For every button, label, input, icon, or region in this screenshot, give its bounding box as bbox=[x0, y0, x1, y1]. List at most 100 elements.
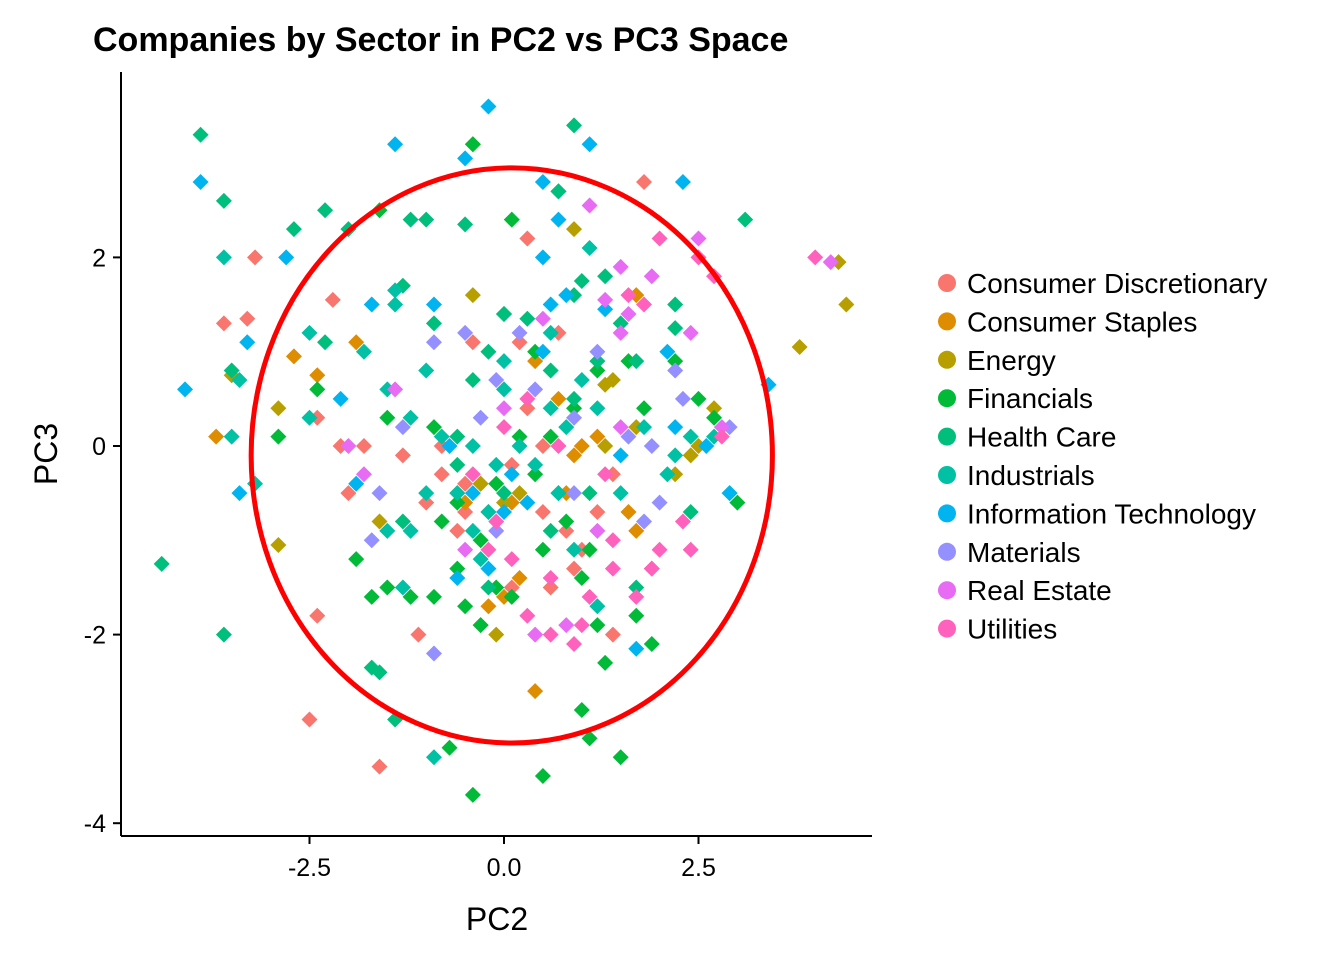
point-consumer-discretionary-11 bbox=[464, 334, 481, 351]
point-financials-2 bbox=[379, 579, 396, 596]
point-health-care-35 bbox=[542, 522, 559, 539]
point-utilities-17 bbox=[480, 541, 497, 558]
point-health-care-6 bbox=[566, 117, 583, 134]
point-materials-0 bbox=[425, 645, 442, 662]
point-consumer-staples-17 bbox=[620, 504, 637, 521]
point-consumer-discretionary-22 bbox=[301, 711, 318, 728]
y-tick-label: 2 bbox=[92, 244, 106, 272]
point-industrials-1 bbox=[223, 428, 240, 445]
point-health-care-5 bbox=[457, 216, 474, 233]
point-consumer-discretionary-34 bbox=[511, 334, 528, 351]
point-consumer-staples-5 bbox=[550, 390, 567, 407]
point-utilities-4 bbox=[636, 296, 653, 313]
point-utilities-0 bbox=[651, 230, 668, 247]
point-financials-19 bbox=[612, 749, 629, 766]
point-health-care-37 bbox=[628, 579, 645, 596]
point-consumer-discretionary-23 bbox=[371, 758, 388, 775]
point-information-technology-18 bbox=[534, 343, 551, 360]
legend-label-information-technology: Information Technology bbox=[967, 498, 1256, 529]
point-real-estate-12 bbox=[496, 400, 512, 417]
point-materials-5 bbox=[457, 324, 474, 341]
point-financials-3 bbox=[402, 588, 419, 605]
point-real-estate-14 bbox=[682, 324, 699, 341]
red-circle bbox=[248, 165, 775, 746]
point-information-technology-13 bbox=[363, 296, 380, 313]
point-health-care-8 bbox=[737, 211, 754, 228]
point-health-care-27 bbox=[425, 315, 442, 332]
point-consumer-discretionary-13 bbox=[519, 400, 536, 417]
point-industrials-24 bbox=[573, 371, 590, 388]
point-utilities-2 bbox=[807, 249, 824, 266]
point-real-estate-4 bbox=[597, 291, 614, 308]
point-financials-7 bbox=[472, 617, 489, 634]
point-materials-9 bbox=[620, 428, 637, 445]
point-energy-7 bbox=[371, 513, 388, 530]
point-utilities-12 bbox=[573, 617, 590, 634]
point-industrials-21 bbox=[527, 456, 544, 473]
point-industrials-22 bbox=[542, 400, 559, 417]
point-consumer-discretionary-27 bbox=[457, 475, 474, 492]
point-real-estate-1 bbox=[612, 258, 629, 275]
point-financials-22 bbox=[441, 739, 458, 756]
point-utilities-22 bbox=[597, 466, 614, 483]
point-health-care-29 bbox=[402, 211, 419, 228]
point-materials-16 bbox=[511, 324, 528, 341]
point-financials-9 bbox=[503, 588, 520, 605]
point-health-care-28 bbox=[418, 211, 435, 228]
point-energy-8 bbox=[472, 475, 489, 492]
point-utilities-21 bbox=[550, 438, 567, 454]
point-financials-49 bbox=[503, 211, 520, 228]
point-consumer-staples-9 bbox=[628, 522, 645, 539]
point-consumer-discretionary-5 bbox=[340, 485, 357, 502]
point-health-care-12 bbox=[371, 664, 388, 681]
point-financials-37 bbox=[379, 409, 396, 426]
point-health-care-38 bbox=[480, 579, 497, 596]
x-tick-label: 0.0 bbox=[487, 854, 522, 882]
point-consumer-staples-4 bbox=[527, 353, 544, 370]
point-financials-41 bbox=[472, 532, 489, 549]
point-materials-1 bbox=[371, 485, 388, 502]
point-real-estate-19 bbox=[558, 617, 575, 634]
point-health-care-26 bbox=[464, 371, 481, 388]
y-tick-label: 0 bbox=[92, 433, 106, 461]
legend-label-consumer-staples: Consumer Staples bbox=[967, 306, 1197, 337]
point-financials-35 bbox=[706, 409, 723, 426]
point-health-care-17 bbox=[573, 272, 590, 289]
point-financials-33 bbox=[690, 390, 707, 407]
point-industrials-15 bbox=[379, 522, 396, 539]
point-health-care-34 bbox=[496, 485, 512, 502]
legend-key-real-estate bbox=[938, 581, 956, 600]
point-materials-18 bbox=[566, 485, 583, 502]
point-real-estate-10 bbox=[355, 466, 372, 483]
point-real-estate-15 bbox=[822, 254, 839, 271]
point-health-care-20 bbox=[667, 296, 684, 313]
point-health-care-25 bbox=[542, 362, 559, 379]
point-industrials-31 bbox=[636, 419, 653, 436]
y-axis-title: PC3 bbox=[28, 423, 64, 485]
point-information-technology-10 bbox=[177, 381, 194, 398]
point-consumer-staples-0 bbox=[208, 428, 225, 445]
x-axis-ticks: -2.5 0.0 2.5 bbox=[288, 836, 716, 882]
x-tick-label: 2.5 bbox=[681, 854, 716, 882]
point-utilities-13 bbox=[566, 636, 583, 653]
y-tick-label: -4 bbox=[84, 810, 106, 838]
legend: Consumer Discretionary Consumer Staples En… bbox=[938, 268, 1267, 645]
legend-key-financials bbox=[938, 389, 956, 408]
point-health-care-9 bbox=[153, 555, 170, 572]
point-energy-9 bbox=[496, 494, 512, 511]
point-information-technology-22 bbox=[667, 419, 684, 436]
point-financials-36 bbox=[425, 419, 442, 436]
legend-key-consumer-discretionary bbox=[938, 274, 956, 292]
point-financials-16 bbox=[643, 636, 660, 653]
y-axis-ticks: -4 -2 0 2 bbox=[84, 244, 121, 838]
point-industrials-42 bbox=[581, 239, 598, 256]
point-utilities-23 bbox=[713, 428, 730, 445]
point-materials-2 bbox=[363, 532, 380, 549]
point-financials-1 bbox=[363, 588, 380, 605]
point-industrials-4 bbox=[301, 409, 318, 426]
point-financials-14 bbox=[597, 654, 614, 671]
point-health-care-32 bbox=[223, 362, 240, 379]
point-health-care-19 bbox=[612, 315, 629, 332]
point-financials-13 bbox=[589, 617, 606, 634]
point-industrials-2 bbox=[215, 249, 232, 266]
